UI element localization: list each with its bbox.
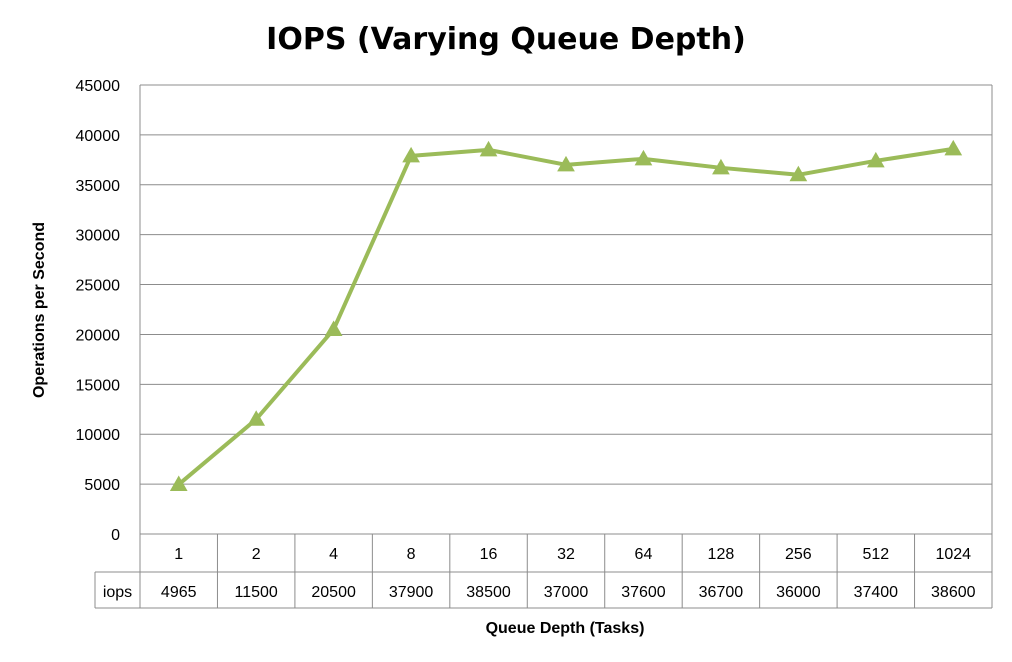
- data-point-marker: [247, 410, 266, 426]
- data-point-marker: [324, 320, 343, 336]
- data-point-marker: [789, 165, 808, 182]
- data-label: 37400: [854, 584, 899, 601]
- data-label: 37000: [544, 584, 589, 601]
- data-point-marker: [479, 140, 498, 157]
- y-tick-label: 15000: [76, 377, 121, 394]
- x-category-label: 1024: [935, 546, 971, 563]
- data-label: 4965: [161, 584, 197, 601]
- x-category-label: 256: [785, 546, 812, 563]
- y-tick-label: 10000: [76, 427, 121, 444]
- data-point-marker: [169, 475, 188, 491]
- data-label: 36000: [776, 584, 821, 601]
- data-point-marker: [402, 146, 420, 163]
- x-category-label: 4: [329, 546, 338, 563]
- x-category-label: 2: [252, 546, 261, 563]
- data-label: 38500: [466, 584, 511, 601]
- series-name-label: iops: [103, 584, 132, 601]
- y-tick-label: 20000: [76, 327, 121, 344]
- y-tick-label: 30000: [76, 228, 121, 245]
- data-point-marker: [944, 139, 963, 156]
- data-label: 11500: [235, 584, 278, 601]
- x-category-label: 16: [480, 546, 498, 563]
- x-category-label: 8: [407, 546, 416, 563]
- data-label: 20500: [311, 584, 356, 601]
- gridlines: [139, 84, 993, 534]
- x-category-label: 64: [635, 546, 653, 563]
- x-category-label: 1: [174, 546, 183, 563]
- data-point-marker: [634, 149, 653, 166]
- x-category-label: 128: [708, 546, 735, 563]
- x-category-label: 512: [862, 546, 889, 563]
- y-tick-label: 25000: [76, 278, 121, 295]
- data-point-marker: [557, 155, 575, 172]
- data-point-marker: [866, 151, 885, 168]
- x-category-label: 32: [557, 546, 575, 563]
- y-tick-label: 45000: [76, 78, 121, 95]
- data-point-marker: [712, 158, 730, 175]
- data-label: 37900: [389, 584, 434, 601]
- data-label: 37600: [621, 584, 666, 601]
- data-label: 36700: [699, 584, 744, 601]
- x-axis-title: Queue Depth (Tasks): [486, 620, 645, 637]
- y-tick-label: 35000: [76, 178, 121, 195]
- y-axis-title: Operations per Second: [31, 222, 48, 398]
- y-tick-label: 5000: [84, 477, 120, 494]
- series-layer: [169, 139, 963, 491]
- data-table: 1 4965 2 11500 4 20500 8 37900 16 38500 32 37000 64 3…: [94, 533, 993, 609]
- y-tick-label: 0: [111, 527, 120, 544]
- y-tick-label: 40000: [76, 128, 121, 145]
- data-label: 38600: [931, 584, 976, 601]
- chart-title: IOPS (Varying Queue Depth): [266, 22, 746, 57]
- y-axis-ticks: 0 5000 10000 15000 20000 25000 30000 35000 40000…: [76, 78, 121, 544]
